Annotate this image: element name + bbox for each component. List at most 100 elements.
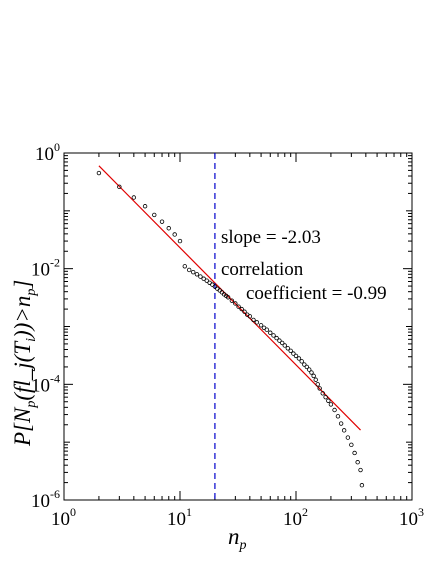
data-point (131, 195, 137, 200)
data-point (204, 278, 209, 283)
data-point (201, 276, 206, 281)
x-tick-label: 100 (51, 505, 76, 530)
data-point (359, 483, 365, 488)
data-point (345, 435, 351, 440)
data-point (239, 306, 244, 312)
x-tick-exponent: 1 (186, 505, 192, 519)
y-tick-base: 10 (31, 260, 50, 281)
data-point (304, 364, 310, 370)
data-point (159, 219, 165, 224)
data-point (302, 362, 307, 367)
data-point (271, 333, 276, 338)
data-point (352, 450, 357, 456)
data-point (315, 382, 320, 387)
data-point (332, 407, 337, 413)
data-point (233, 301, 238, 306)
data-point (277, 338, 282, 343)
annotation-coefficient: coefficient = -0.99 (246, 283, 387, 304)
data-point (355, 460, 360, 465)
y-axis-title-subscript: i (24, 338, 39, 342)
data-point (117, 184, 122, 190)
y-tick-base: 10 (31, 375, 50, 396)
data-point (309, 370, 314, 375)
data-point (307, 367, 312, 372)
data-point (358, 467, 363, 473)
plot-frame (63, 152, 413, 501)
data-point (194, 272, 200, 277)
data-point (186, 267, 192, 273)
y-tick-label: 10-2 (31, 256, 60, 281)
data-point (313, 377, 318, 382)
y-tick-base: 10 (35, 144, 54, 165)
data-point (268, 330, 273, 335)
y-axis-title-part: ))>n (10, 296, 35, 340)
y-tick-label: 100 (35, 140, 60, 165)
y-tick-label: 10-4 (31, 371, 60, 396)
data-point (152, 212, 157, 218)
y-axis-title: P[Np(fl_j(Ti))>np] (10, 280, 39, 447)
data-point (293, 353, 299, 359)
data-point (279, 340, 285, 346)
annotation-slope: slope = -2.03 (221, 227, 321, 248)
y-axis-title-part: (fl_j(T (10, 340, 35, 401)
annotation-correlation: correlation (221, 259, 304, 280)
data-point (285, 346, 291, 351)
data-point (242, 309, 247, 314)
data-point (247, 314, 253, 319)
data-point (142, 204, 148, 209)
data-point (258, 323, 264, 328)
y-axis-title-subscript: p (24, 289, 39, 297)
data-point (338, 421, 344, 426)
y-tick-label: 10-6 (31, 487, 60, 512)
data-point (311, 373, 316, 379)
x-axis-label: np (228, 524, 247, 553)
data-points (96, 170, 365, 488)
data-point (198, 274, 203, 279)
y-tick-exponent: -2 (50, 256, 60, 270)
y-axis-title-part: P[N (10, 406, 35, 447)
data-point (326, 398, 331, 403)
y-tick-exponent: 0 (54, 140, 60, 154)
data-point (317, 386, 322, 391)
data-point (328, 402, 334, 407)
data-point (320, 391, 325, 396)
data-point (264, 327, 269, 332)
data-point (296, 356, 302, 361)
data-point (349, 442, 354, 448)
data-point (251, 317, 256, 323)
data-point (236, 304, 241, 309)
x-tick-exponent: 2 (302, 505, 308, 519)
x-tick-exponent: 0 (70, 505, 76, 519)
x-tick-exponent: 3 (418, 505, 424, 519)
axis-ticks (63, 152, 413, 501)
y-tick-base: 10 (31, 491, 50, 512)
data-point (341, 428, 347, 433)
x-axis-title: np (228, 524, 247, 553)
y-axis-title-subscript: p (24, 401, 39, 409)
data-point (335, 414, 341, 419)
x-tick-label: 102 (283, 505, 308, 530)
x-tick-label: 101 (167, 505, 192, 530)
data-point (182, 264, 188, 269)
plot-border (63, 152, 413, 501)
y-tick-exponent: -4 (50, 371, 60, 385)
data-point (323, 394, 328, 400)
data-point (191, 269, 196, 275)
data-point (166, 226, 171, 231)
y-axis-label: P[Np(fl_j(Ti))>np] (10, 280, 39, 447)
data-point (291, 351, 296, 356)
y-axis-title-part: ] (10, 280, 35, 290)
data-point (229, 298, 235, 303)
data-point (212, 284, 218, 289)
data-point (177, 238, 183, 244)
data-point (254, 320, 260, 325)
y-tick-exponent: -6 (50, 487, 60, 501)
data-point (225, 295, 231, 300)
data-point (299, 359, 304, 364)
data-point (282, 343, 287, 348)
data-point (172, 232, 177, 237)
x-axis-title-subscript: p (239, 538, 247, 553)
data-point (274, 335, 279, 341)
